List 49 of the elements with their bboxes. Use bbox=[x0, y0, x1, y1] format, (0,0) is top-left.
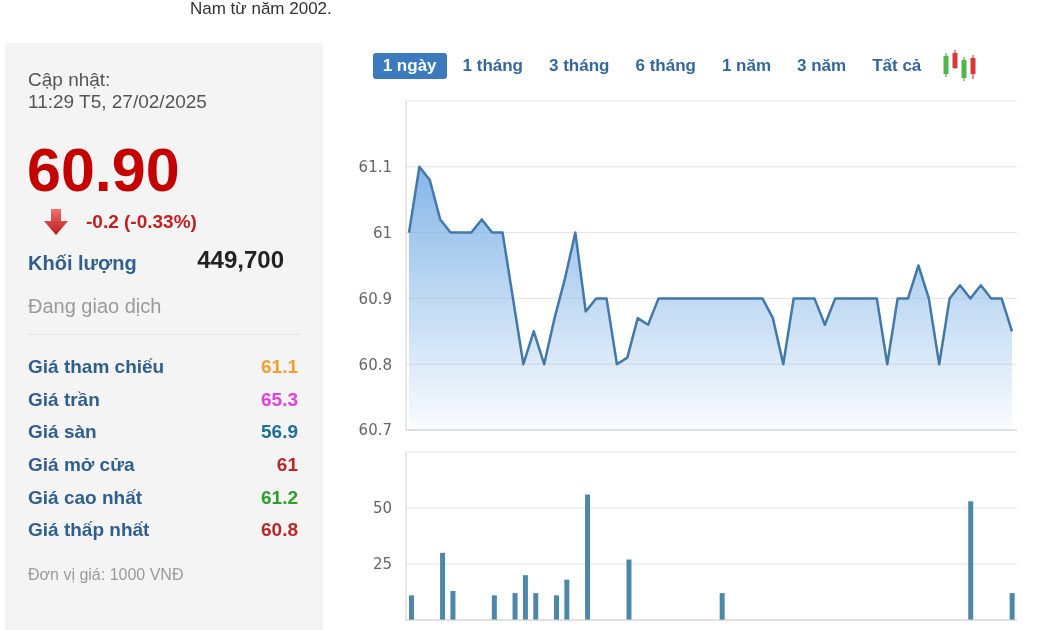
text: 6 tháng bbox=[635, 55, 696, 75]
data-label: 61.2 bbox=[261, 486, 298, 508]
bar bbox=[450, 590, 456, 620]
category-label: Giá mở cửa bbox=[28, 453, 135, 475]
text: Nam từ năm 2002. bbox=[190, 0, 332, 18]
text: 1 năm bbox=[721, 55, 772, 75]
data-label: 56.9 bbox=[261, 421, 298, 443]
bar bbox=[491, 595, 497, 620]
category-label: Giá sàn bbox=[28, 421, 97, 443]
y-tick-label: 61.1 bbox=[358, 158, 392, 177]
y-tick-label: 50 bbox=[372, 499, 392, 518]
data-label: 61.1 bbox=[261, 356, 298, 377]
text: Đơn vị giá: 1000 VNĐ bbox=[28, 566, 184, 583]
text: 449,700 bbox=[197, 246, 284, 273]
text: 3 tháng bbox=[549, 55, 610, 75]
bar bbox=[409, 595, 414, 620]
text: Khối lượng bbox=[28, 252, 137, 274]
text: Tất cả bbox=[872, 55, 922, 75]
text: 11:29 T5, 27/02/2025 bbox=[28, 91, 207, 112]
bar bbox=[626, 559, 632, 620]
bar bbox=[522, 575, 528, 620]
bar bbox=[533, 593, 539, 620]
y-tick-label: 60.9 bbox=[358, 289, 392, 308]
bar bbox=[564, 579, 570, 620]
category-label: Giá tham chiếu bbox=[28, 356, 165, 377]
bar bbox=[719, 593, 725, 620]
text: -0.2 (-0.33%) bbox=[86, 211, 197, 232]
bar bbox=[440, 552, 446, 620]
bar bbox=[512, 593, 518, 620]
text: 3 năm bbox=[797, 55, 847, 75]
bar bbox=[553, 595, 559, 620]
data-label: 60.8 bbox=[261, 519, 298, 541]
bar bbox=[968, 501, 974, 620]
text: 1 ngày bbox=[382, 55, 437, 75]
bar bbox=[1009, 593, 1015, 620]
text: 60.90 bbox=[27, 136, 180, 204]
category-label: Giá trần bbox=[28, 388, 100, 410]
data-label: 61 bbox=[276, 453, 298, 475]
text: Đang giao dịch bbox=[28, 295, 162, 317]
data-label: 65.3 bbox=[261, 388, 298, 410]
bar bbox=[585, 494, 591, 620]
text: 1 tháng bbox=[462, 55, 523, 75]
text: Cập nhật: bbox=[28, 69, 111, 90]
category-label: Giá thấp nhất bbox=[28, 519, 150, 541]
y-tick-label: 25 bbox=[372, 555, 392, 574]
category-label: Giá cao nhất bbox=[28, 486, 143, 508]
y-tick-label: 61 bbox=[372, 223, 392, 242]
y-tick-label: 60.7 bbox=[358, 421, 392, 440]
y-tick-label: 60.8 bbox=[358, 355, 392, 374]
